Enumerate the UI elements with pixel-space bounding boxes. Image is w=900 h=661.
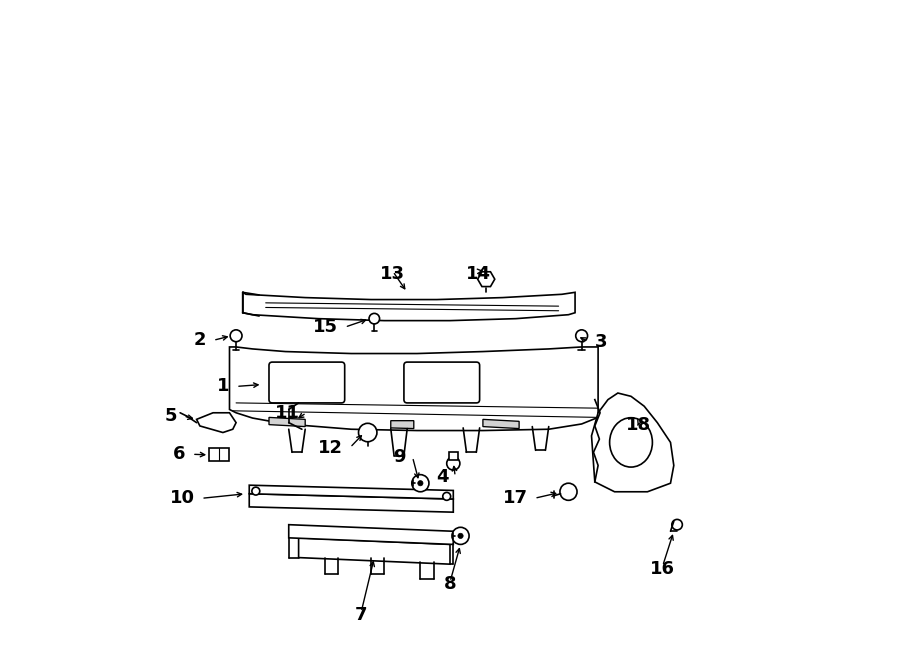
Text: 12: 12 [319,439,344,457]
Circle shape [369,313,380,324]
Ellipse shape [609,418,652,467]
FancyBboxPatch shape [209,447,229,461]
Text: 9: 9 [393,448,406,466]
Text: 8: 8 [444,575,456,594]
Text: 13: 13 [380,264,405,283]
Text: 2: 2 [194,331,206,350]
Polygon shape [289,525,454,545]
Polygon shape [299,538,450,564]
Text: 11: 11 [274,404,300,422]
Polygon shape [249,494,454,512]
FancyBboxPatch shape [404,362,480,403]
Polygon shape [483,419,519,428]
Circle shape [443,492,451,500]
Text: 16: 16 [650,560,675,578]
Text: 5: 5 [165,407,176,425]
Circle shape [671,520,682,530]
Polygon shape [249,485,454,499]
Circle shape [252,487,260,495]
Circle shape [418,481,423,486]
Circle shape [452,527,469,545]
Text: 1: 1 [217,377,230,395]
FancyBboxPatch shape [449,451,458,459]
Polygon shape [478,272,495,287]
Text: 15: 15 [313,318,338,336]
Text: 4: 4 [436,467,449,486]
Circle shape [576,330,588,342]
Circle shape [412,475,429,492]
Text: 17: 17 [503,489,527,508]
Circle shape [458,533,464,539]
Polygon shape [391,420,414,428]
Circle shape [358,423,377,442]
Circle shape [230,330,242,342]
Text: 18: 18 [626,416,652,434]
Text: 14: 14 [466,264,490,283]
Circle shape [560,483,577,500]
Polygon shape [269,417,305,426]
Text: 10: 10 [169,489,194,508]
Text: 7: 7 [355,605,367,623]
Polygon shape [230,347,598,430]
Polygon shape [196,412,236,432]
Text: 3: 3 [595,332,608,351]
Text: 6: 6 [173,446,185,463]
Polygon shape [243,292,575,321]
Circle shape [446,457,460,470]
FancyBboxPatch shape [269,362,345,403]
Polygon shape [591,393,674,492]
